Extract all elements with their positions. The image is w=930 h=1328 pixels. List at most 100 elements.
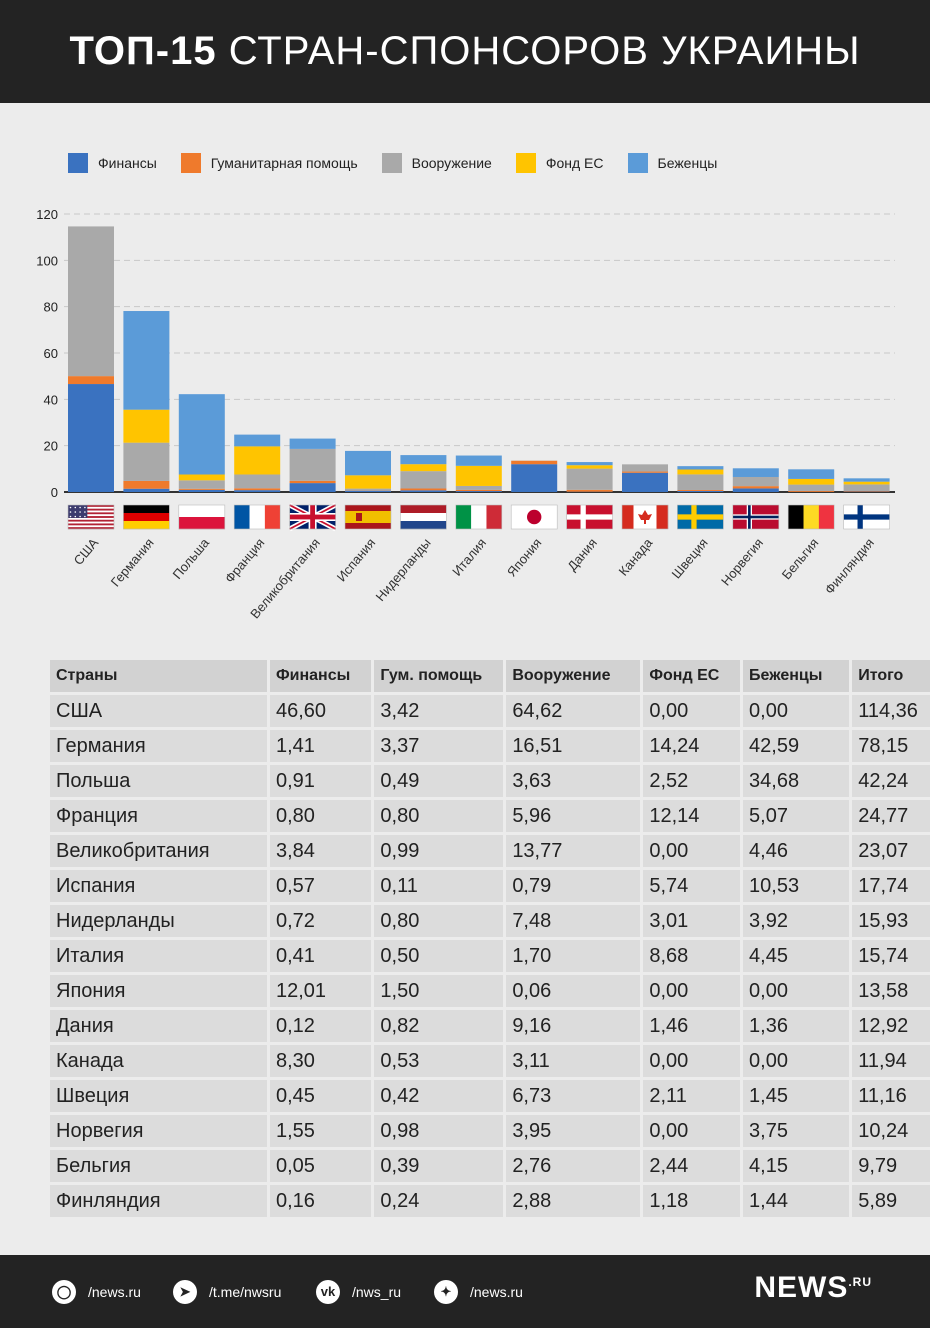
column-header: Итого bbox=[852, 660, 930, 692]
y-tick-label: 80 bbox=[44, 300, 58, 315]
table-row: Испания 0,57 0,11 0,79 5,74 10,53 17,74 bbox=[50, 870, 930, 902]
value-cell: 6,73 bbox=[506, 1080, 641, 1112]
bar-segment bbox=[234, 488, 281, 491]
telegram-icon: ➤ bbox=[173, 1279, 197, 1304]
bar-segment bbox=[178, 488, 225, 490]
value-cell: 10,24 bbox=[852, 1115, 930, 1147]
bar-segment bbox=[345, 450, 391, 476]
flag-icon bbox=[510, 504, 558, 530]
flag-icon bbox=[843, 504, 890, 530]
footer-link-vk[interactable]: vk/nws_ru bbox=[316, 1255, 401, 1328]
value-cell: 23,07 bbox=[852, 835, 930, 867]
table-row: Финляндия 0,16 0,24 2,88 1,18 1,44 5,89 bbox=[50, 1185, 930, 1217]
value-cell: 1,41 bbox=[269, 730, 372, 762]
footer-link-telegram[interactable]: ➤ /t.me/nwsru bbox=[173, 1255, 281, 1328]
value-cell: 0,00 bbox=[643, 1115, 741, 1147]
country-cell: Нидерланды bbox=[50, 905, 267, 937]
value-cell: 0,11 bbox=[374, 870, 504, 902]
value-cell: 0,98 bbox=[374, 1115, 504, 1147]
column-header: Страны bbox=[50, 660, 267, 692]
flag-icon bbox=[566, 504, 613, 530]
legend-swatch bbox=[180, 153, 201, 173]
brand-text: NEWS bbox=[754, 1271, 849, 1304]
bar-segment bbox=[178, 394, 225, 475]
data-table: Страны Финансы Гум. помощь Вооружение Фонд Е… bbox=[47, 657, 930, 1220]
value-cell: 3,37 bbox=[374, 730, 504, 762]
value-cell: 1,50 bbox=[374, 975, 504, 1007]
bar-segment bbox=[234, 434, 281, 447]
legend-item-refugees: Беженцы bbox=[627, 153, 717, 173]
bar-segment bbox=[400, 490, 447, 492]
bar-segment bbox=[400, 488, 447, 491]
value-cell: 0,00 bbox=[743, 695, 850, 727]
value-cell: 11,94 bbox=[852, 1045, 930, 1077]
bar-segment bbox=[289, 480, 336, 484]
value-cell: 46,60 bbox=[269, 695, 372, 727]
bar-segment bbox=[123, 409, 170, 443]
table-row: Польша 0,91 0,49 3,63 2,52 34,68 42,24 bbox=[50, 765, 930, 797]
column-header: Финансы bbox=[269, 660, 372, 692]
value-cell: 0,99 bbox=[374, 835, 504, 867]
bar-segment bbox=[345, 488, 391, 491]
bar-segment bbox=[178, 474, 225, 481]
bar-segment bbox=[788, 469, 835, 479]
page-title: ТОП-15 СТРАН-СПОНСОРОВ УКРАИНЫ bbox=[0, 0, 930, 103]
value-cell: 5,96 bbox=[506, 800, 641, 832]
vk-icon: vk bbox=[316, 1279, 340, 1304]
table-row: Нидерланды 0,72 0,80 7,48 3,01 3,92 15,93 bbox=[50, 905, 930, 937]
value-cell: 15,74 bbox=[852, 940, 930, 972]
bar-segment bbox=[677, 474, 724, 490]
value-cell: 34,68 bbox=[743, 765, 850, 797]
country-cell: Дания bbox=[50, 1010, 267, 1042]
bar-segment bbox=[677, 489, 724, 491]
bar-segment bbox=[68, 376, 114, 385]
bar-segment bbox=[234, 446, 281, 475]
bar-segment bbox=[400, 471, 447, 489]
value-cell: 1,45 bbox=[743, 1080, 850, 1112]
column-header: Вооружение bbox=[506, 660, 641, 692]
flag-icon bbox=[178, 504, 226, 530]
table-row: Норвегия 1,55 0,98 3,95 0,00 3,75 10,24 bbox=[50, 1115, 930, 1147]
zen-icon: ✦ bbox=[434, 1279, 458, 1304]
bar-segment bbox=[455, 485, 502, 490]
table-row: Канада 8,30 0,53 3,11 0,00 0,00 11,94 bbox=[50, 1045, 930, 1077]
value-cell: 1,36 bbox=[743, 1010, 850, 1042]
value-cell: 0,91 bbox=[269, 765, 372, 797]
country-cell: Великобритания bbox=[50, 835, 267, 867]
value-cell: 0,00 bbox=[643, 835, 741, 867]
flag-icon bbox=[233, 504, 281, 530]
flag-icon bbox=[288, 502, 337, 532]
flag-icon bbox=[400, 504, 447, 530]
y-tick-label: 20 bbox=[44, 439, 58, 454]
table-header-row: Страны Финансы Гум. помощь Вооружение Фонд Е… bbox=[50, 660, 930, 692]
legend-label: Фонд ЕС bbox=[545, 155, 604, 171]
value-cell: 2,44 bbox=[643, 1150, 741, 1182]
legend-item-eu-fund: Фонд ЕС bbox=[515, 153, 604, 173]
bar-segment bbox=[677, 466, 724, 470]
bar-segment bbox=[677, 469, 724, 475]
footer-link-site[interactable]: ◯ /news.ru bbox=[52, 1255, 141, 1328]
bar-segment bbox=[732, 476, 779, 487]
bar-segment bbox=[843, 484, 890, 492]
column-header: Фонд ЕС bbox=[643, 660, 741, 692]
bar-segment bbox=[511, 464, 558, 492]
bar-segment bbox=[622, 464, 668, 472]
value-cell: 0,00 bbox=[643, 695, 741, 727]
globe-icon: ◯ bbox=[52, 1279, 76, 1304]
value-cell: 14,24 bbox=[643, 730, 741, 762]
bar-segment bbox=[455, 491, 502, 492]
bar-segment bbox=[455, 489, 502, 492]
value-cell: 0,00 bbox=[743, 1045, 850, 1077]
bar-segment bbox=[843, 481, 890, 485]
value-cell: 3,63 bbox=[506, 765, 641, 797]
value-cell: 13,77 bbox=[506, 835, 641, 867]
value-cell: 64,62 bbox=[506, 695, 641, 727]
x-tick-label: Нидерланды bbox=[373, 535, 434, 604]
value-cell: 2,11 bbox=[643, 1080, 741, 1112]
footer-link-zen[interactable]: ✦ /news.ru bbox=[434, 1255, 523, 1328]
header-bar: ТОП-15 СТРАН-СПОНСОРОВ УКРАИНЫ bbox=[0, 0, 930, 103]
country-cell: Норвегия bbox=[50, 1115, 267, 1147]
bar-segment bbox=[732, 468, 779, 477]
value-cell: 3,92 bbox=[743, 905, 850, 937]
value-cell: 0,80 bbox=[269, 800, 372, 832]
